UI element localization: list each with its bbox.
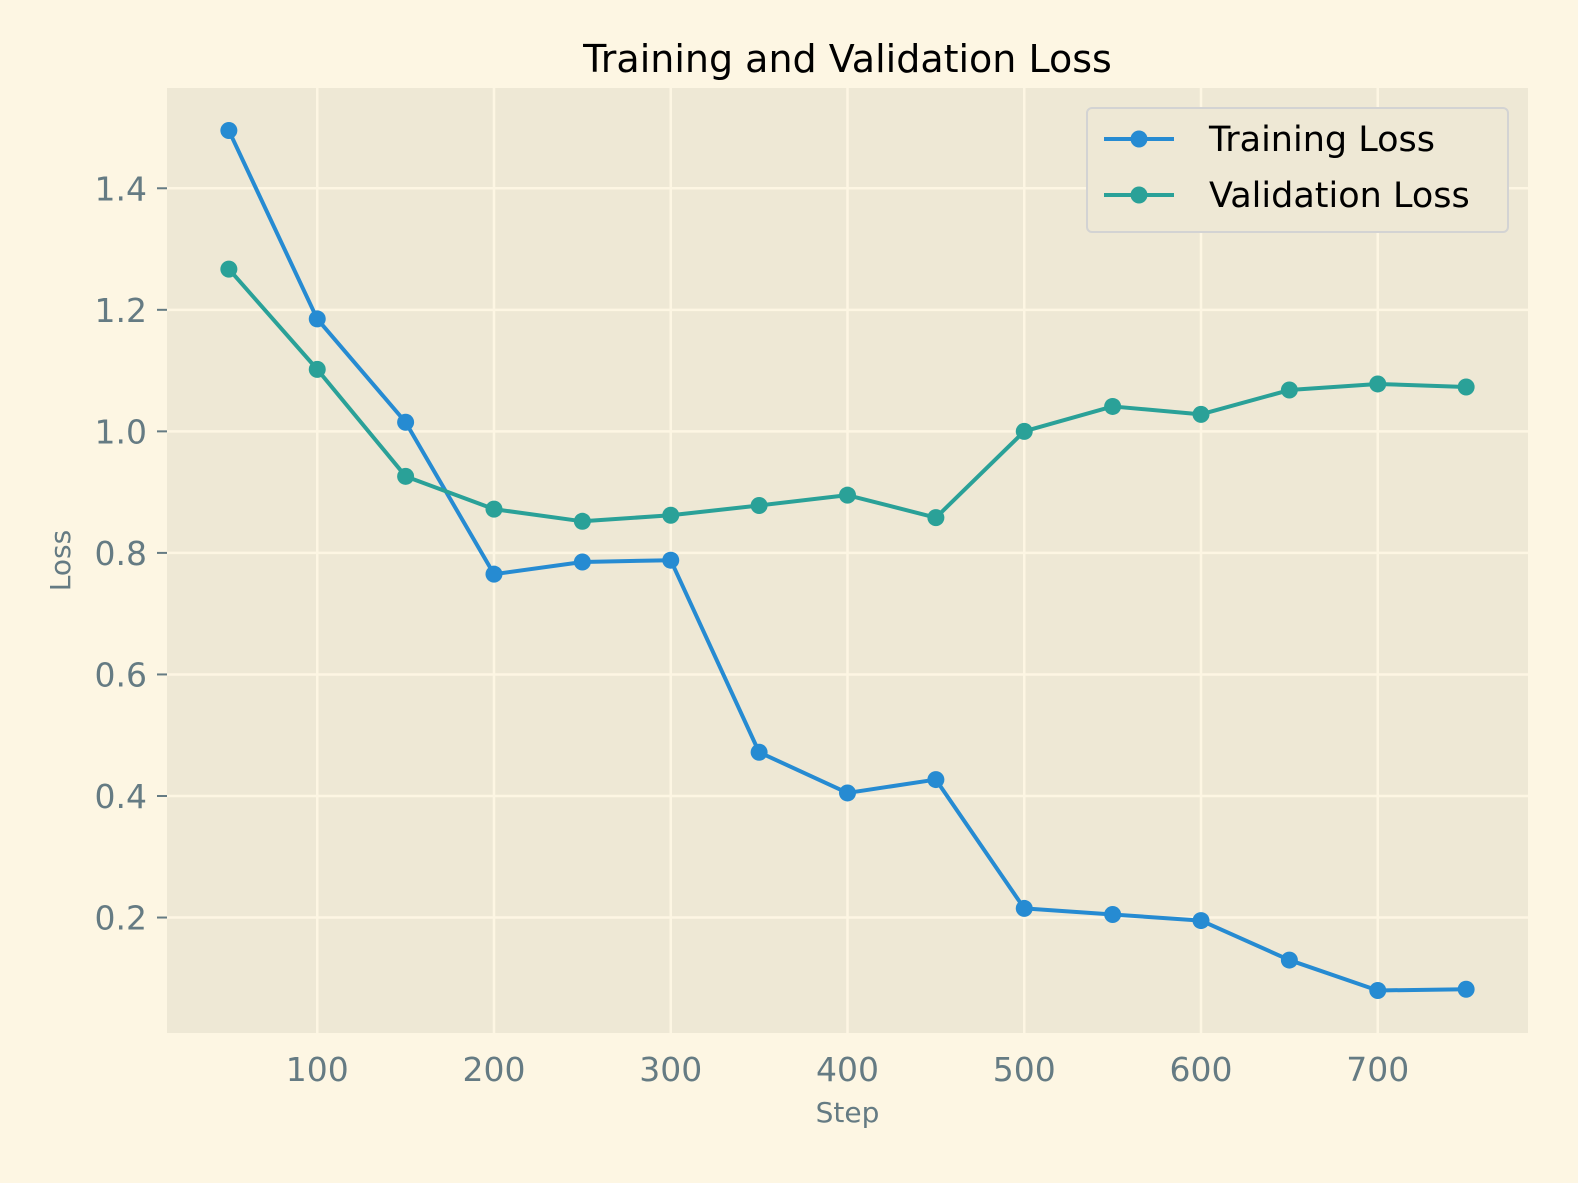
data-point [1280,381,1298,399]
y-tick-label: 1.0 [95,412,147,451]
data-point [750,497,768,515]
legend-item: Training Loss [1104,120,1435,160]
grid-lines [167,88,1528,1033]
data-point [662,551,680,569]
data-point [397,413,415,431]
data-point [1369,375,1387,393]
legend-box [1086,107,1509,233]
data-point [1104,397,1122,415]
legend-swatch-marker [1130,130,1148,148]
data-point [839,486,856,504]
data-point [1104,905,1122,923]
data-point [1015,422,1033,440]
x-tick-label: 400 [816,1050,879,1089]
data-point [397,467,415,485]
data-point [750,743,768,761]
legend-item: Validation Loss [1104,176,1470,216]
y-tick-label: 1.4 [95,169,147,208]
data-point [485,565,503,583]
x-axis-label: Step [816,1096,880,1129]
legend-label: Training Loss [1208,120,1435,160]
chart-title: Training and Validation Loss [582,37,1112,81]
data-point [573,512,591,530]
series-training-loss [220,122,1475,999]
y-axis-label: Loss [44,530,77,591]
legend: Training Loss Validation Loss [1086,107,1509,233]
data-point [220,260,238,278]
data-point [1192,912,1210,930]
data-point [308,360,326,378]
data-point [573,553,591,571]
y-tick-label: 0.6 [95,655,147,694]
data-point [1457,980,1475,998]
y-tick-label: 1.2 [95,291,147,330]
x-tick-label: 100 [286,1050,349,1089]
data-point [1280,951,1298,969]
legend-label: Validation Loss [1209,176,1470,216]
data-point [1015,899,1033,917]
legend-swatch-marker [1130,186,1148,204]
data-point [927,771,945,789]
data-point [839,784,856,802]
series-validation-loss [220,260,1475,530]
data-point [662,506,680,524]
x-tick-label: 600 [1170,1050,1233,1089]
data-point [1457,378,1475,396]
x-tick-label: 700 [1346,1050,1409,1089]
data-point [927,509,945,527]
x-tick-label: 500 [993,1050,1056,1089]
series-layer [220,122,1475,999]
x-tick-label: 200 [462,1050,525,1089]
data-point [1192,405,1210,423]
y-tick-label: 0.4 [95,777,147,816]
x-tick-label: 300 [639,1050,702,1089]
data-point [1369,981,1387,999]
y-axis-ticks: 0.2 0.4 0.6 0.8 1.0 1.2 1.4 [95,169,167,938]
data-point [308,310,326,328]
data-point [485,500,503,518]
x-axis-ticks: 100 200 300 400 500 600 700 [286,1050,1410,1089]
data-point [220,122,238,140]
y-tick-label: 0.2 [95,899,147,938]
y-tick-label: 0.8 [95,534,147,573]
